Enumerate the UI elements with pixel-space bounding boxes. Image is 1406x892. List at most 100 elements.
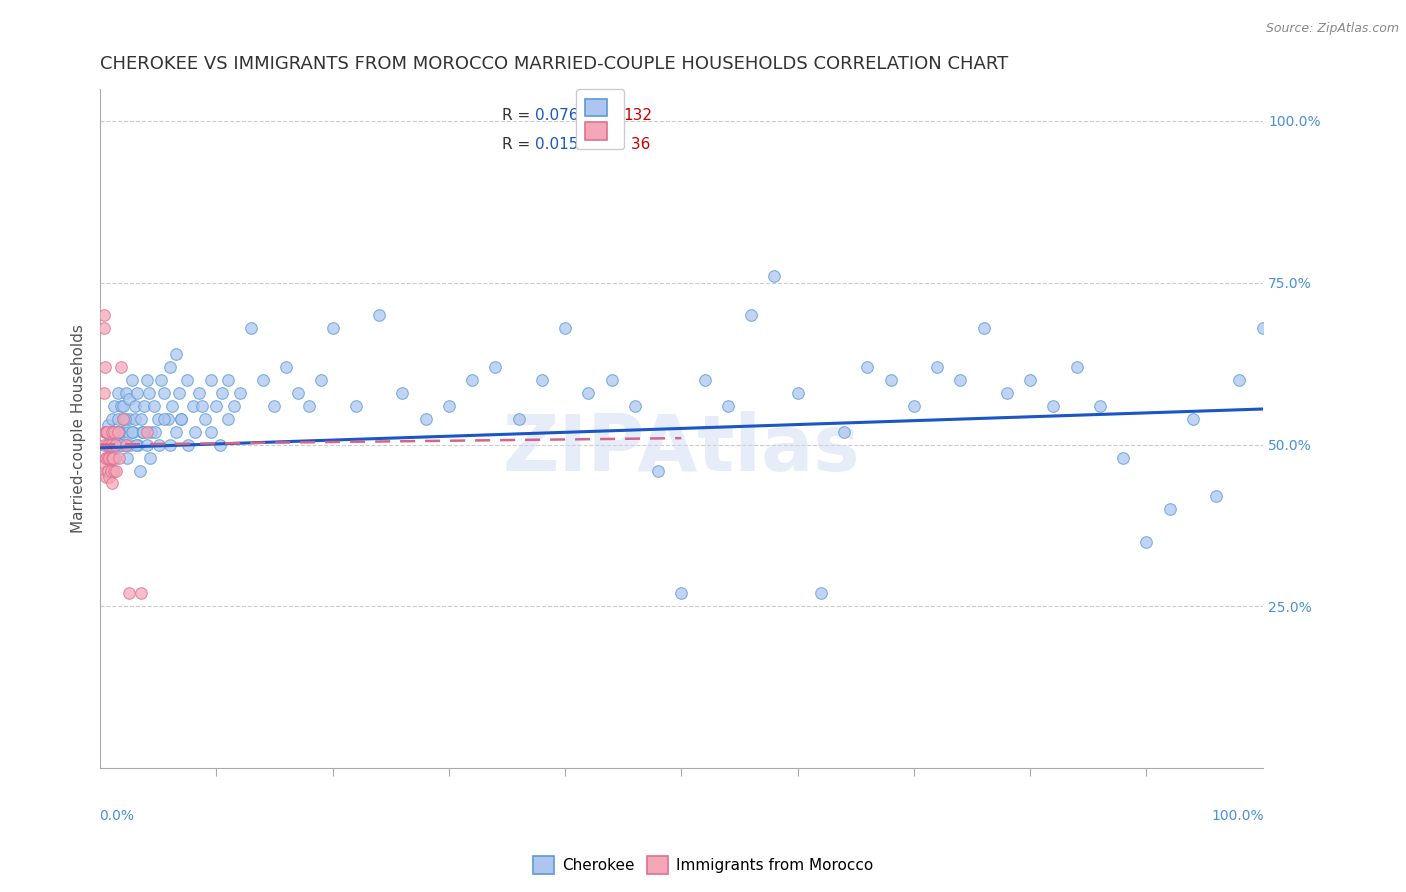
Point: [105, 463, 128, 477]
Point: [167, 385, 190, 400]
Point: [107, 425, 129, 439]
Point: [121, 425, 143, 439]
Point: [100, 450, 122, 465]
Point: [104, 437, 127, 451]
Point: [93, 321, 115, 335]
Point: [200, 425, 222, 439]
Point: [187, 385, 209, 400]
Point: [1251, 321, 1274, 335]
Point: [104, 437, 127, 451]
Point: [810, 586, 832, 600]
Point: [94, 425, 117, 439]
Point: [118, 411, 141, 425]
Point: [391, 385, 413, 400]
Point: [118, 392, 141, 407]
Point: [97, 450, 120, 465]
Text: 100.0%: 100.0%: [1211, 809, 1264, 823]
Point: [97, 418, 120, 433]
Text: CHEROKEE VS IMMIGRANTS FROM MOROCCO MARRIED-COUPLE HOUSEHOLDS CORRELATION CHART: CHEROKEE VS IMMIGRANTS FROM MOROCCO MARR…: [100, 55, 1008, 73]
Point: [100, 450, 122, 465]
Point: [107, 425, 129, 439]
Y-axis label: Married-couple Households: Married-couple Households: [72, 324, 86, 533]
Point: [252, 373, 274, 387]
Point: [141, 425, 163, 439]
Point: [217, 411, 239, 425]
Point: [110, 437, 132, 451]
Text: R =: R =: [502, 136, 536, 152]
Point: [103, 425, 125, 439]
Point: [94, 470, 117, 484]
Point: [671, 586, 693, 600]
Point: [94, 450, 117, 465]
Point: [184, 425, 207, 439]
Point: [100, 411, 122, 425]
Point: [165, 425, 187, 439]
Point: [93, 385, 115, 400]
Point: [1088, 399, 1111, 413]
Point: [134, 399, 156, 413]
Point: [1042, 399, 1064, 413]
Point: [125, 437, 148, 451]
Text: Source: ZipAtlas.com: Source: ZipAtlas.com: [1265, 22, 1399, 36]
Point: [97, 463, 120, 477]
Point: [94, 457, 117, 471]
Point: [132, 425, 155, 439]
Point: [1112, 450, 1135, 465]
Point: [114, 437, 136, 451]
Point: [322, 321, 344, 335]
Point: [100, 476, 122, 491]
Point: [624, 399, 647, 413]
Point: [131, 425, 153, 439]
Point: [1181, 411, 1204, 425]
Point: [309, 373, 332, 387]
Point: [100, 425, 122, 439]
Point: [121, 425, 143, 439]
Point: [115, 450, 138, 465]
Point: [108, 425, 131, 439]
Point: [103, 425, 125, 439]
Point: [1066, 359, 1088, 374]
Point: [94, 437, 117, 451]
Point: [107, 385, 129, 400]
Point: [135, 437, 157, 451]
Point: [93, 437, 115, 451]
Point: [98, 470, 121, 484]
Point: [135, 373, 157, 387]
Point: [103, 399, 125, 413]
Point: [110, 359, 132, 374]
Point: [114, 411, 136, 425]
Legend: , : ,: [576, 89, 624, 149]
Point: [148, 411, 170, 425]
Point: [94, 359, 117, 374]
Point: [156, 411, 179, 425]
Point: [437, 399, 460, 413]
Point: [274, 359, 297, 374]
Point: [153, 411, 176, 425]
Point: [1227, 373, 1250, 387]
Point: [263, 399, 285, 413]
Point: [98, 437, 121, 451]
Point: [1159, 502, 1181, 516]
Text: R =: R =: [502, 108, 536, 122]
Point: [222, 399, 245, 413]
Point: [118, 586, 141, 600]
Point: [344, 399, 367, 413]
Point: [94, 425, 117, 439]
Point: [101, 463, 124, 477]
Point: [143, 425, 166, 439]
Point: [129, 411, 152, 425]
Point: [129, 586, 152, 600]
Point: [554, 321, 576, 335]
Point: [100, 425, 122, 439]
Point: [786, 385, 808, 400]
Text: ZIPAtlas: ZIPAtlas: [502, 411, 860, 487]
Point: [879, 373, 901, 387]
Point: [112, 425, 135, 439]
Point: [240, 321, 263, 335]
Point: [995, 385, 1018, 400]
Point: [740, 308, 762, 322]
Text: 0.0%: 0.0%: [98, 809, 134, 823]
Point: [576, 385, 599, 400]
Point: [124, 411, 146, 425]
Text: 36: 36: [626, 136, 650, 152]
